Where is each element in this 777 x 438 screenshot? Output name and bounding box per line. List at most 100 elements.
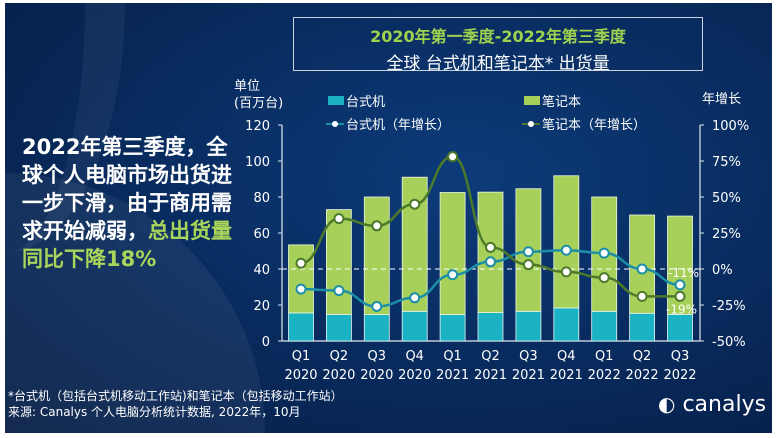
annotation-desktop: -11% [668,266,699,280]
notebook-growth-point [371,220,383,232]
notebook-growth-point [560,266,572,278]
desktop-growth-point [598,247,610,259]
desktop-growth-point [295,283,307,295]
x-tick-label: Q4 [405,349,424,364]
desktop-growth-point [447,269,459,281]
headline-text: 2022年第三季度，全球个人电脑市场出货进一步下滑，由于商用需求开始减弱，总出货… [22,133,237,273]
chart-subtitle: 全球 台式机和笔记本* 出货量 [386,54,610,74]
left-tick-label: 100 [245,155,270,170]
notebook-growth-point [333,213,345,225]
logo-mark-icon: ◐ [658,392,676,416]
right-tick-label: 50% [712,191,741,206]
bar-desktop [553,307,580,342]
bar-desktop [477,312,504,342]
headline-highlight: 总出货量同比下降18% [22,219,232,271]
x-tick-label: 2020 [360,368,393,383]
bar-desktop [288,312,314,342]
desktop-growth-point [485,256,496,268]
canalys-logo: ◐ canalys [658,392,766,417]
x-tick-label: Q4 [557,349,576,364]
bar-desktop [515,310,542,342]
bar-desktop [325,313,352,342]
desktop-growth-point [371,300,383,312]
legend-marker-desktop [332,121,338,127]
bar-notebook [401,176,428,312]
bar-desktop [439,314,466,342]
y2-axis-label: 年增长 [702,92,741,107]
x-tick-label: Q2 [633,349,652,364]
desktop-growth-point [522,246,534,258]
bar-notebook [515,188,542,312]
notebook-growth-point [674,290,686,302]
legend-swatch-notebook [524,96,540,105]
legend-marker-notebook [528,121,534,127]
left-tick-label: 20 [253,299,270,314]
bar-notebook [439,192,466,315]
legend-label: 台式机 [346,95,385,110]
x-tick-label: Q3 [368,349,387,364]
right-tick-label: 100% [712,119,749,134]
bar-notebook [363,196,390,315]
bar-notebook [325,209,352,315]
left-tick-label: 40 [253,263,270,278]
x-tick-label: Q1 [443,349,462,364]
x-tick-label: 2021 [512,368,545,383]
x-tick-label: 2022 [663,368,696,383]
desktop-growth-point [674,279,686,291]
headline-main: 2022年第三季度，全球个人电脑市场出货进一步下滑，由于商用需求开始减弱， [22,135,232,243]
x-tick-label: Q2 [330,349,349,364]
x-tick-label: 2021 [550,368,583,383]
x-tick-label: Q1 [292,349,311,364]
right-tick-label: 25% [712,227,741,242]
notebook-growth-line [300,155,680,298]
x-tick-label: 2022 [588,368,621,383]
left-tick-label: 0 [262,335,270,350]
right-tick-label: 0% [712,263,733,278]
desktop-growth-point [636,263,648,275]
desktop-growth-point [333,285,345,297]
bar-desktop [629,312,655,342]
chart-title-box: 2020年第一季度-2022年第三季度 全球 台式机和笔记本* 出货量 [293,17,703,74]
notebook-growth-point [447,151,459,163]
chart-title: 2020年第一季度-2022年第三季度 [370,27,626,46]
y-axis-label: 单位 [234,79,260,94]
notebook-growth-point [522,259,534,271]
x-tick-label: 2021 [436,368,469,383]
left-tick-label: 60 [253,227,270,242]
footnote-source: 来源: Canalys 个人电脑分析统计数据, 2022年，10月 [8,405,301,419]
bar-desktop [591,310,618,342]
x-tick-label: Q1 [595,349,614,364]
x-tick-label: 2021 [474,368,507,383]
left-tick-label: 120 [245,119,270,134]
bar-desktop [363,314,390,342]
x-tick-label: Q2 [481,349,500,364]
desktop-growth-point [409,292,421,304]
notebook-growth-point [636,290,648,302]
legend-label: 台式机（年增长） [346,118,450,133]
bar-notebook [553,175,580,309]
right-tick-label: -25% [712,299,746,314]
x-tick-label: Q3 [519,349,538,364]
notebook-growth-point [598,272,610,284]
x-tick-label: Q3 [671,349,690,364]
footnote-definition: *台式机（包括台式机移动工作站)和笔记本（包括移动工作站） [8,389,343,403]
x-tick-label: 2022 [626,368,659,383]
x-tick-label: 2020 [284,368,317,383]
legend-label: 笔记本（年增长） [542,117,646,133]
x-tick-label: 2020 [398,368,431,383]
bar-desktop [667,313,693,342]
notebook-growth-point [409,198,421,210]
legend-swatch-desktop [328,96,344,105]
annotation-notebook: -19% [666,302,697,316]
notebook-growth-point [295,257,307,269]
right-tick-label: 75% [712,155,741,170]
y-axis-label: (百万台) [234,96,283,111]
logo-text: canalys [682,392,767,417]
legend-label: 笔记本 [542,94,581,110]
bar-desktop [401,310,428,342]
left-tick-label: 80 [253,191,270,206]
notebook-growth-point [485,241,496,253]
right-tick-label: -50% [712,335,746,350]
footnote: *台式机（包括台式机移动工作站)和笔记本（包括移动工作站） 来源: Canaly… [8,388,343,420]
